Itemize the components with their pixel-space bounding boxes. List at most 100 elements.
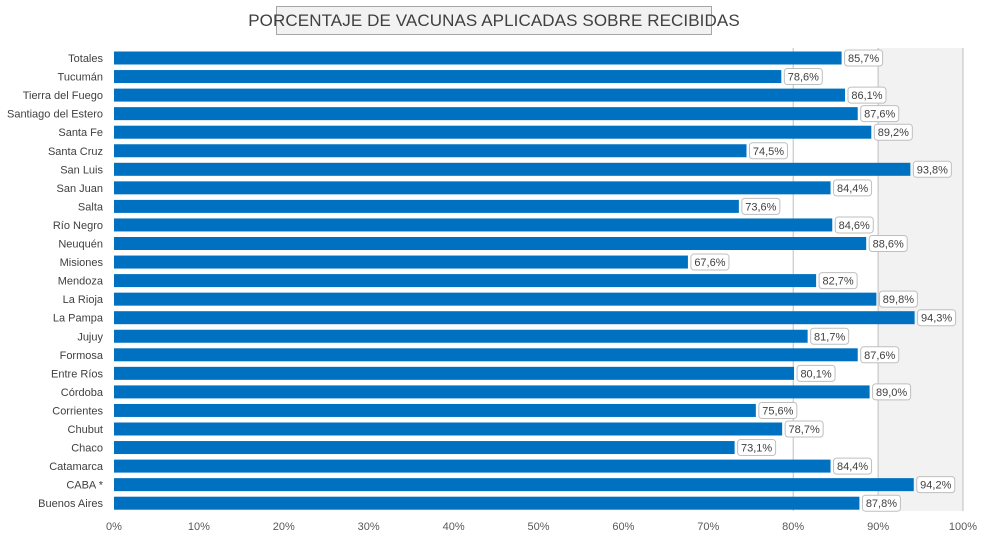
category-label: La Rioja <box>63 294 104 306</box>
data-label-box <box>741 197 781 215</box>
category-label: Jujuy <box>77 331 103 343</box>
data-label-text: 87,6% <box>864 109 895 121</box>
data-label-text: 81,7% <box>814 331 845 343</box>
bar <box>114 348 858 362</box>
category-label: Santa Fe <box>58 127 103 139</box>
data-label-text: 85,7% <box>848 53 879 65</box>
data-label-box <box>834 216 874 234</box>
x-tick-label: 30% <box>358 521 380 533</box>
data-label-text: 73,1% <box>741 443 772 455</box>
data-label: 73,1% <box>737 439 777 457</box>
category-label: Tierra del Fuego <box>23 90 103 102</box>
data-label-text: 87,8% <box>866 498 897 510</box>
x-tick-label: 10% <box>188 521 210 533</box>
data-label-text: 94,2% <box>920 480 951 492</box>
data-label-text: 84,6% <box>839 220 870 232</box>
data-label-text: 93,8% <box>917 164 948 176</box>
bar <box>114 403 756 417</box>
data-label-box <box>690 253 730 271</box>
bar <box>114 237 867 250</box>
data-label-box <box>796 364 836 382</box>
category-label: Corrientes <box>52 405 103 417</box>
bar <box>114 478 914 492</box>
bar <box>114 496 860 510</box>
bar <box>114 311 915 325</box>
data-label-box <box>784 420 824 438</box>
data-label: 89,8% <box>878 290 918 308</box>
data-label: 84,6% <box>834 216 874 234</box>
data-label: 89,2% <box>873 123 913 141</box>
x-tick-label: 60% <box>612 521 634 533</box>
x-tick-label: 100% <box>949 521 977 533</box>
category-label: Córdoba <box>61 387 104 399</box>
data-label: 78,7% <box>784 420 824 438</box>
data-label-box <box>916 476 956 494</box>
data-label: 78,6% <box>783 68 823 86</box>
data-label: 89,0% <box>872 383 912 401</box>
category-label: Tucumán <box>58 72 103 84</box>
x-tick-label: 50% <box>527 521 549 533</box>
bar <box>114 292 877 306</box>
x-tick-label: 80% <box>782 521 804 533</box>
category-label: Formosa <box>60 350 104 362</box>
category-label: Catamarca <box>49 461 104 473</box>
category-label: Chubut <box>68 424 103 436</box>
data-label: 87,6% <box>860 346 900 364</box>
data-label-text: 74,5% <box>753 146 784 158</box>
data-label-text: 84,4% <box>837 461 868 473</box>
bar <box>114 70 782 84</box>
data-label-box <box>847 86 887 104</box>
bar <box>114 366 795 380</box>
data-label: 87,8% <box>861 494 901 512</box>
data-label-box <box>749 142 789 160</box>
x-tick-label: 0% <box>106 521 122 533</box>
data-label-box <box>868 235 908 252</box>
data-label: 84,4% <box>833 179 873 197</box>
data-label-box <box>860 105 900 123</box>
data-label-text: 89,0% <box>876 387 907 399</box>
data-label: 75,6% <box>758 401 798 419</box>
bar <box>114 422 783 436</box>
data-label: 85,7% <box>844 49 884 67</box>
x-tick-label: 90% <box>867 521 889 533</box>
category-label: Totales <box>68 53 103 65</box>
chart-title: PORCENTAJE DE VACUNAS APLICADAS SOBRE RE… <box>248 6 740 35</box>
data-label-box <box>833 179 873 197</box>
bar <box>114 459 831 473</box>
category-label: CABA * <box>66 480 103 492</box>
category-label: San Juan <box>57 183 103 195</box>
bar <box>114 107 858 121</box>
bar <box>114 199 739 213</box>
data-label-text: 88,6% <box>873 239 904 251</box>
data-label-box <box>872 383 912 401</box>
category-label: La Pampa <box>53 313 104 325</box>
data-label-box <box>878 290 918 308</box>
category-label: San Luis <box>60 164 103 176</box>
bar <box>114 218 833 232</box>
bar <box>114 385 870 399</box>
bar <box>114 144 747 158</box>
data-label-text: 84,4% <box>837 183 868 195</box>
data-label-box <box>917 309 957 327</box>
category-label: Santiago del Estero <box>7 109 103 121</box>
data-label-text: 82,7% <box>823 276 854 288</box>
data-label-text: 75,6% <box>762 405 793 417</box>
bar <box>114 162 911 176</box>
data-label-text: 67,6% <box>694 257 725 269</box>
bar <box>114 329 808 343</box>
bar <box>114 125 872 139</box>
data-label-box <box>818 272 858 290</box>
category-label: Río Negro <box>53 220 103 232</box>
category-label: Entre Ríos <box>51 368 103 380</box>
bar <box>114 255 688 269</box>
data-label-box <box>810 327 850 345</box>
data-label: 94,2% <box>916 476 956 494</box>
category-label: Buenos Aires <box>38 498 103 510</box>
bar <box>114 274 817 288</box>
data-label-text: 80,1% <box>800 368 831 380</box>
data-label-text: 87,6% <box>864 350 895 362</box>
data-label: 87,6% <box>860 105 900 123</box>
data-label: 81,7% <box>810 327 850 345</box>
bar <box>114 51 842 65</box>
